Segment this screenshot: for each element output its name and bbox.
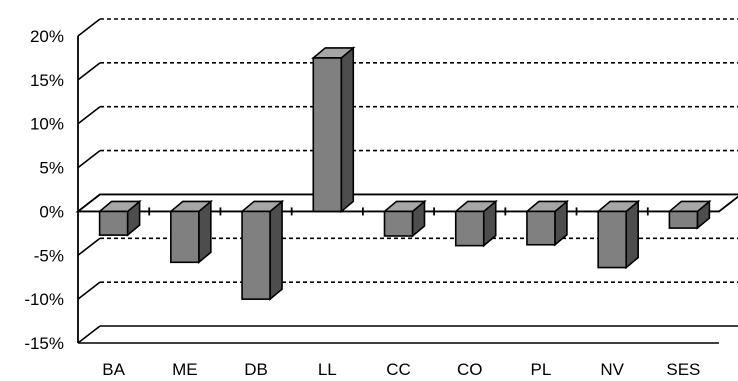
bar: [239, 199, 285, 301]
bar: [595, 199, 641, 270]
bar: [168, 199, 214, 265]
gridline-connector: [77, 281, 101, 300]
y-tick-label: 10%: [30, 115, 64, 134]
bar-front-face: [454, 210, 485, 247]
y-tick-label: 15%: [30, 71, 64, 90]
x-axis-category-labels: BA ME DB LL CC CO PL NV SES: [102, 360, 700, 379]
x-category-label: NV: [600, 360, 624, 379]
bar-front-face: [526, 210, 556, 246]
bar: [97, 199, 142, 237]
bars: [97, 46, 712, 301]
gridline-connector: [77, 18, 101, 37]
y-tick-label: -5%: [34, 246, 64, 265]
x-category-label: ME: [172, 360, 198, 379]
x-category-label: PL: [531, 360, 552, 379]
x-category-label: CC: [386, 360, 411, 379]
y-tick-label: -15%: [24, 334, 64, 353]
axes: [75, 36, 738, 344]
gridline-connector: [77, 106, 101, 125]
x-category-label: DB: [244, 360, 268, 379]
bar-side-face: [625, 199, 639, 270]
gridlines: [77, 18, 738, 344]
y-axis-tick-labels: 20% 15% 10% 5% 0% -5% -10% -15%: [24, 27, 64, 353]
gridline-connector: [77, 62, 101, 81]
gridline-connector: [77, 149, 101, 169]
bar-side-face: [269, 199, 283, 301]
bar-side-face: [340, 46, 355, 214]
bar: [311, 46, 356, 214]
x-category-label: LL: [318, 360, 337, 379]
bar-front-face: [383, 210, 414, 237]
gridline-connector: [77, 325, 101, 344]
bar: [382, 199, 427, 238]
x-category-label: BA: [102, 360, 125, 379]
y-tick-label: 0%: [39, 202, 64, 221]
y-tick-label: 20%: [30, 27, 64, 46]
bar-front-face: [312, 57, 343, 213]
y-tick-label: -10%: [24, 290, 64, 309]
bar: [453, 199, 498, 248]
bar-front-face: [98, 210, 129, 236]
bar: [667, 199, 712, 230]
y-tick-label: 5%: [39, 159, 64, 178]
bar-front-face: [170, 210, 200, 264]
gridline-connector: [77, 237, 101, 256]
x-category-label: CO: [457, 360, 483, 379]
x-category-label: SES: [666, 360, 700, 379]
bar-front-face: [668, 210, 699, 229]
bar-front-face: [597, 210, 627, 269]
bar: [524, 199, 570, 247]
bar-front-face: [241, 210, 271, 300]
